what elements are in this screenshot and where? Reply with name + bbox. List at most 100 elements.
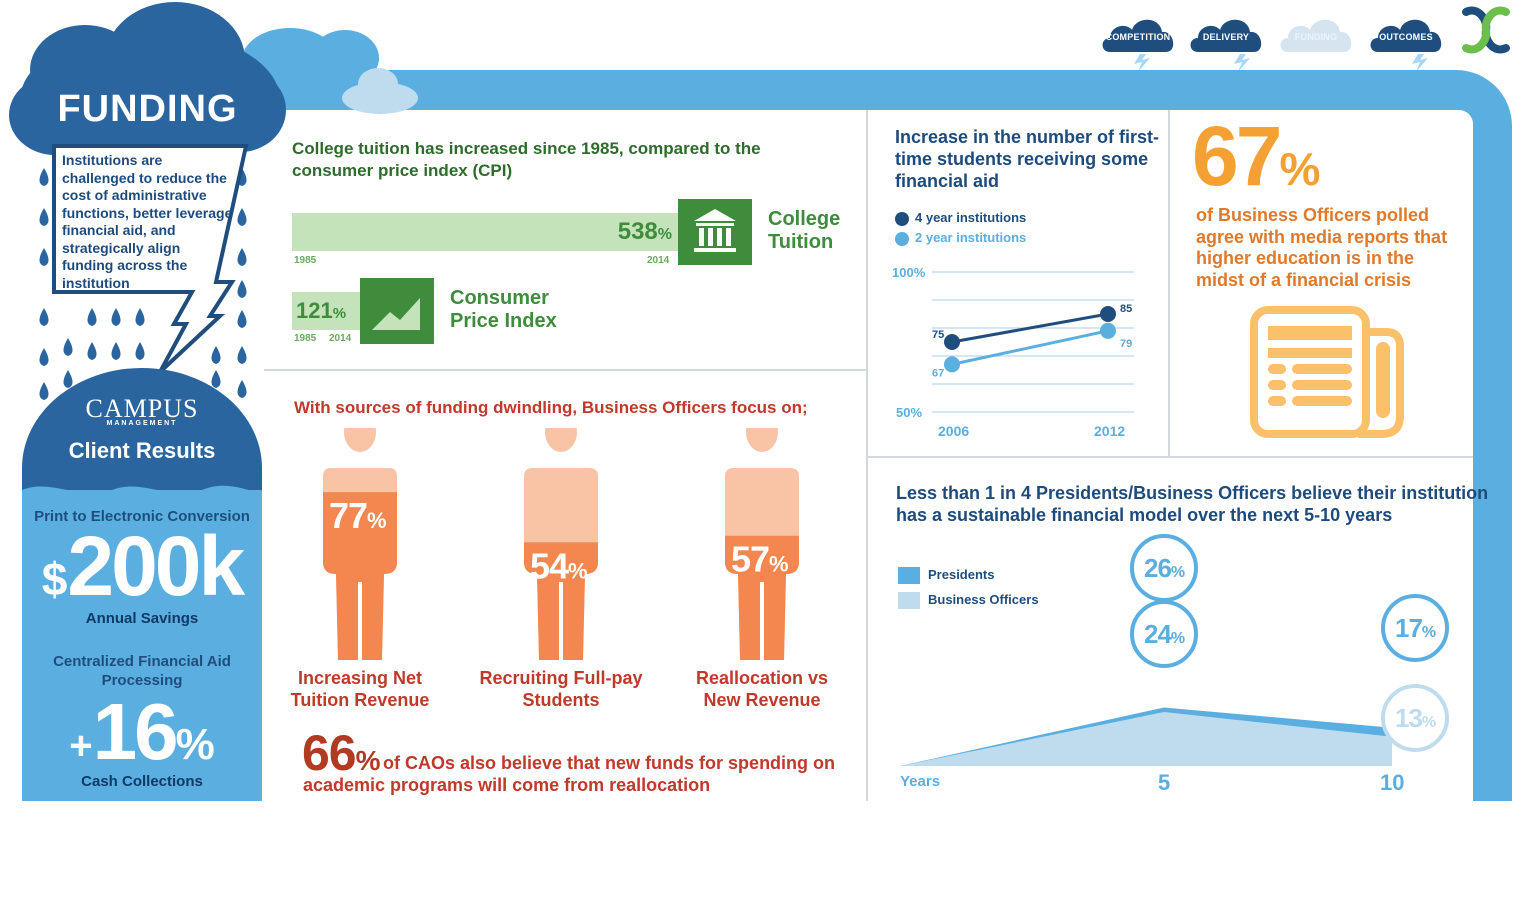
person-value: 77%	[329, 495, 386, 536]
legend-swatch-officers	[898, 592, 920, 610]
legend-dot-4yr	[895, 211, 909, 226]
focus-label-3: Reallocation vs New Revenue	[662, 667, 862, 711]
wave-divider	[22, 485, 262, 502]
nav-item-label: COMPETITION	[1105, 32, 1171, 42]
crisis-stat: 67%	[1192, 108, 1320, 205]
nav-item-label: DELIVERY	[1202, 32, 1250, 42]
focus-label-2-line2: Students	[522, 690, 600, 710]
officers-area	[900, 712, 1392, 766]
client-results-title: Client Results	[68, 438, 216, 463]
data-point	[1100, 322, 1116, 339]
college-building-icon	[678, 199, 752, 265]
crisis-value: 67	[1192, 109, 1282, 203]
person-pct: %	[769, 552, 788, 577]
cao-text-line2: academic programs will come from realloc…	[303, 775, 711, 795]
focus-label-1-line1: Increasing Net	[297, 668, 423, 688]
brand-subtitle: MANAGEMENT	[106, 420, 178, 427]
funding-cloud	[9, 2, 286, 170]
data-label: 75	[932, 329, 944, 341]
label-officers-5: 24%	[1130, 600, 1198, 668]
x-tick-end: 2012	[1094, 423, 1125, 439]
cpi-value: 121	[296, 298, 333, 323]
tuition-year-end: 2014	[647, 255, 670, 266]
tuition-bar	[292, 213, 678, 251]
cloud-icon	[1280, 19, 1352, 52]
stat1-number: 200k	[67, 519, 245, 613]
person-pct: %	[568, 558, 587, 583]
tuition-label-line2: Tuition	[768, 231, 834, 253]
legend-presidents: Presidents	[898, 567, 995, 585]
stat1-prefix: $	[41, 553, 68, 605]
tuition-value: 538	[617, 218, 658, 245]
cao-text: of CAOs also believe that new funds for …	[383, 752, 835, 774]
logo-icon[interactable]	[1458, 2, 1514, 58]
crisis-text: of Business Officers polled agree with m…	[1196, 205, 1448, 290]
tuition-label-line1: College	[768, 208, 841, 230]
x-axis-label: Years	[900, 773, 940, 790]
data-label: 79	[1120, 338, 1132, 350]
person-figure: 54%	[524, 428, 598, 660]
focus-label-3-line1: Reallocation vs	[695, 668, 829, 688]
focus-label-2-line1: Recruiting Full-pay	[479, 668, 643, 688]
legend-2yr: 2 year institutions	[895, 230, 1026, 246]
legend-4yr: 4 year institutions	[895, 210, 1026, 226]
data-label: 85	[1120, 303, 1132, 315]
cao-text-line1: of CAOs also believe that new funds for …	[383, 753, 836, 773]
sustain-area-chart: 26%24% 17% 13% Years 5 10	[900, 534, 1449, 795]
cpi-label: Consumer Price Index	[450, 287, 557, 333]
stat2-suffix: %	[175, 720, 215, 769]
cloud-icon	[1102, 19, 1174, 70]
nav-item-delivery[interactable]: DELIVERY	[1186, 8, 1270, 70]
x-tick-10: 10	[1380, 770, 1404, 795]
divider-left-mid	[264, 369, 866, 371]
x-tick-start: 2006	[938, 423, 969, 439]
data-point	[944, 356, 960, 373]
aid-line-chart: 100% 50% 2006 2012 75 85 67 79	[892, 265, 1134, 439]
legend-dot-2yr	[895, 231, 909, 246]
label-officers-10: 13%	[1381, 684, 1449, 752]
data-point	[1100, 306, 1116, 322]
crisis-pct: %	[1279, 143, 1321, 195]
tuition-label: College Tuition	[768, 208, 840, 254]
legend-officers-label: Business Officers	[928, 592, 1039, 607]
sustain-title-line2: has a sustainable financial model over t…	[896, 505, 1393, 525]
cloud-icon	[1190, 19, 1262, 70]
nav-item-competition[interactable]: COMPETITION	[1098, 8, 1182, 70]
cao-stat: 66%	[302, 724, 381, 782]
person-pct: %	[367, 508, 386, 533]
grid-lines	[932, 271, 1134, 413]
divider-center	[866, 110, 868, 801]
aid-title-line2: time students receiving some	[895, 149, 1149, 169]
cloud-icon	[1370, 19, 1442, 70]
brand-name: CAMPUS	[85, 394, 199, 423]
label-presidents-10: 17%	[1381, 594, 1449, 662]
cao-value: 66	[302, 725, 357, 781]
nav-item-funding[interactable]: FUNDING	[1276, 8, 1360, 68]
nav-item-outcomes[interactable]: OUTCOMES	[1366, 8, 1450, 70]
lightning-callout	[52, 144, 249, 374]
cpi-year-end: 2014	[329, 333, 352, 344]
aid-title-line3: financial aid	[895, 171, 1000, 191]
stat1-value: $200k	[22, 518, 262, 615]
aid-title-line1: Increase in the number of first-	[895, 127, 1160, 147]
stat2-prefix: +	[69, 724, 93, 768]
results-panel	[22, 490, 262, 801]
divider-right-top	[1168, 110, 1170, 456]
page-title: FUNDING	[57, 88, 238, 130]
tuition-pct: %	[657, 226, 672, 243]
cpi-label-line2: Price Index	[450, 310, 557, 332]
focus-label-2: Recruiting Full-pay Students	[461, 667, 661, 711]
intro-text: Institutions are challenged to reduce th…	[62, 152, 233, 291]
rising-chart-icon	[360, 278, 434, 344]
cpi-label-line1: Consumer	[450, 287, 549, 309]
cpi-year-start: 1985	[294, 333, 317, 344]
nav-item-label: OUTCOMES	[1379, 32, 1433, 42]
nav-item-label: FUNDING	[1294, 32, 1338, 42]
y-tick-top: 100%	[892, 265, 926, 280]
legend-presidents-label: Presidents	[928, 567, 995, 582]
legend-swatch-presidents	[898, 567, 920, 585]
stat2-caption: Cash Collections	[81, 773, 203, 790]
cpi-bar	[292, 292, 360, 330]
data-point	[944, 334, 960, 350]
tuition-title: College tuition has increased since 1985…	[292, 139, 761, 180]
